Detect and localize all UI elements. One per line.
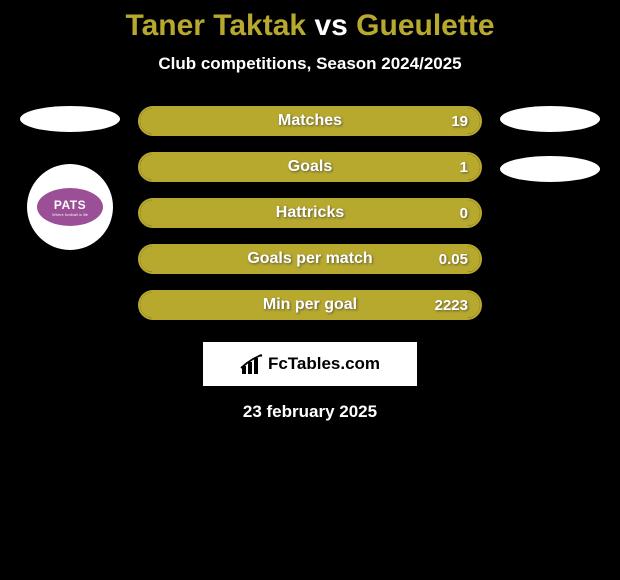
vs-word: vs bbox=[314, 9, 347, 42]
right-oval-2 bbox=[500, 156, 600, 182]
left-column: PATS Where football is life bbox=[20, 106, 120, 320]
stat-value: 2223 bbox=[435, 297, 468, 314]
stat-label: Goals bbox=[288, 158, 332, 176]
left-club-badge: PATS Where football is life bbox=[27, 164, 113, 250]
stat-bars: Matches 19 Goals 1 Hattricks 0 Goals per match… bbox=[138, 106, 482, 320]
stat-bar: Goals per match 0.05 bbox=[138, 244, 482, 274]
stat-bar: Goals 1 bbox=[138, 152, 482, 182]
chart-icon bbox=[240, 354, 264, 374]
stat-bar: Hattricks 0 bbox=[138, 198, 482, 228]
badge-text: PATS bbox=[54, 198, 86, 212]
stat-label: Hattricks bbox=[276, 204, 344, 222]
stat-value: 1 bbox=[460, 159, 468, 176]
badge-subtext: Where football is life bbox=[52, 212, 88, 217]
stat-bar: Matches 19 bbox=[138, 106, 482, 136]
stat-label: Goals per match bbox=[247, 250, 372, 268]
right-oval-1 bbox=[500, 106, 600, 132]
player1-name: Taner Taktak bbox=[125, 9, 306, 42]
subtitle: Club competitions, Season 2024/2025 bbox=[0, 54, 620, 74]
left-oval-1 bbox=[20, 106, 120, 132]
stat-bar: Min per goal 2223 bbox=[138, 290, 482, 320]
date-text: 23 february 2025 bbox=[0, 402, 620, 422]
stat-label: Min per goal bbox=[263, 296, 357, 314]
right-column bbox=[500, 106, 600, 320]
source-logo-box: FcTables.com bbox=[203, 342, 417, 386]
stat-value: 19 bbox=[451, 113, 468, 130]
player2-name: Gueulette bbox=[356, 9, 494, 42]
stat-value: 0 bbox=[460, 205, 468, 222]
stat-label: Matches bbox=[278, 112, 342, 130]
comparison-title: Taner Taktak vs Gueulette bbox=[0, 8, 620, 44]
comparison-body: PATS Where football is life Matches 19 Goa… bbox=[0, 106, 620, 320]
source-logo-text: FcTables.com bbox=[268, 354, 380, 374]
stat-value: 0.05 bbox=[439, 251, 468, 268]
